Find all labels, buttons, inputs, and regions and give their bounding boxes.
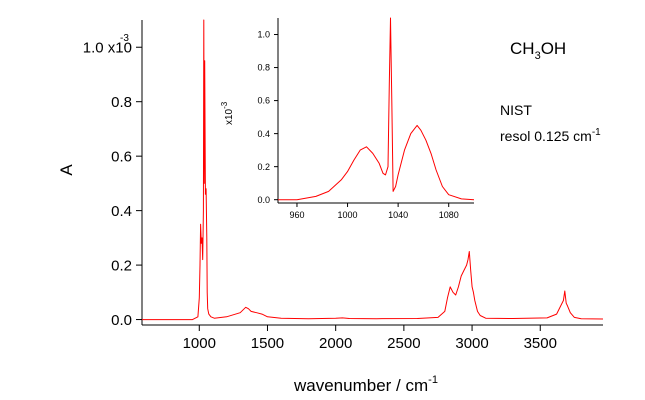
inset-y-tick-label: 0.8 — [257, 63, 270, 73]
main-x-tick-label: 2000 — [319, 335, 352, 352]
main-y-tick-label: 0.6 — [111, 148, 132, 165]
inset-series-line — [278, 17, 475, 201]
inset-x-tick-label: 1000 — [338, 210, 358, 220]
inset-x-ticks: 960 1000 1040 1080 — [289, 203, 459, 220]
source-label: NIST — [500, 102, 532, 118]
inset-y-tick-label: 0.6 — [257, 96, 270, 106]
main-x-tick-label: 2500 — [387, 335, 420, 352]
molecule-label: CH3OH — [510, 39, 566, 62]
y-axis-label: A — [57, 164, 76, 176]
y-top-exponent: -3 — [120, 33, 129, 44]
main-x-tick-label: 3500 — [524, 335, 557, 352]
inset-x-tick-label: 1080 — [439, 210, 459, 220]
main-y-ticks: 0.0 0.2 0.4 0.6 0.8 1.0 x10 — [83, 39, 142, 329]
x-axis-label-text: wavenumber / cm-1 — [293, 374, 438, 395]
main-y-tick-label: 1.0 x10 — [83, 39, 132, 56]
inset-plot-axes: 960 1000 1040 1080 0.0 0.2 0.4 0.6 0.8 1.0 — [257, 18, 474, 220]
main-plot-axes: 1000 1500 2000 2500 3000 3500 0.0 0.2 0.4 0.6 0.8… — [83, 20, 603, 352]
inset-y-tick-label: 1.0 — [257, 30, 270, 40]
main-series-line — [142, 19, 604, 321]
inset-y-tick-label: 0.4 — [257, 129, 270, 139]
main-y-tick-label: 0.2 — [111, 257, 132, 274]
main-x-tick-label: 3000 — [455, 335, 488, 352]
inset-y-exponent-label: x10-3 — [220, 101, 235, 125]
resolution-label: resol 0.125 cm-1 — [500, 127, 601, 144]
inset-x-tick-label: 1040 — [388, 210, 408, 220]
main-y-tick-label: 0.8 — [111, 94, 132, 111]
x-axis-label-superscript: -1 — [428, 374, 438, 386]
main-x-tick-label: 1000 — [183, 335, 216, 352]
inset-x-tick-label: 960 — [289, 210, 304, 220]
x-axis-label: wavenumber / cm-1 — [293, 374, 438, 395]
inset-y-tick-label: 0.0 — [257, 195, 270, 205]
inset-y-ticks: 0.0 0.2 0.4 0.6 0.8 1.0 — [257, 30, 278, 205]
main-series-group — [142, 19, 604, 321]
inset-y-exponent-text: x10-3 — [220, 101, 235, 125]
inset-series-group — [278, 17, 475, 201]
main-x-tick-label: 1500 — [251, 335, 284, 352]
main-y-tick-label: 0.0 — [111, 312, 132, 329]
main-x-ticks: 1000 1500 2000 2500 3000 3500 — [183, 325, 557, 352]
main-y-tick-label: 0.4 — [111, 203, 132, 220]
inset-y-tick-label: 0.2 — [257, 162, 270, 172]
